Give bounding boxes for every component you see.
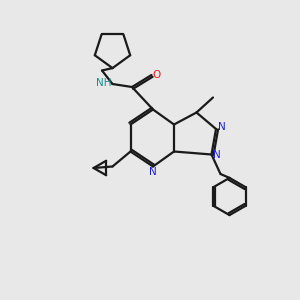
Text: NH: NH bbox=[96, 77, 111, 88]
Text: N: N bbox=[149, 167, 157, 177]
Text: O: O bbox=[153, 70, 161, 80]
Text: N: N bbox=[213, 149, 221, 160]
Text: N: N bbox=[218, 122, 225, 133]
